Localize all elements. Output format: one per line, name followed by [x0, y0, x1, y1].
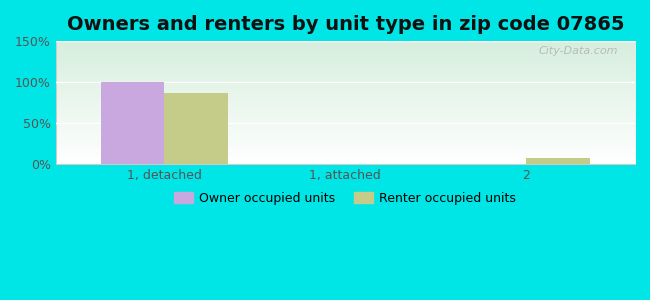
Title: Owners and renters by unit type in zip code 07865: Owners and renters by unit type in zip c… [66, 15, 624, 34]
Bar [526, 158, 590, 164]
Bar [164, 93, 227, 164]
Text: City-Data.com: City-Data.com [538, 46, 617, 56]
Bar [101, 82, 164, 164]
Legend: Owner occupied units, Renter occupied units: Owner occupied units, Renter occupied un… [170, 187, 521, 210]
